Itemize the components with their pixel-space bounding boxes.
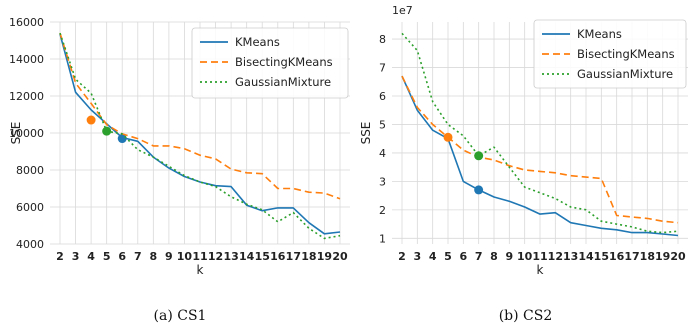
x-tick-label: 15 [255,250,270,263]
x-tick-label: 18 [640,250,655,263]
y-tick-label: 8 [379,33,386,46]
x-tick-label: 3 [72,250,80,263]
x-tick-label: 20 [332,250,348,263]
x-tick-label: 5 [103,250,111,263]
series-marker-bisectingkmeans [86,115,96,125]
x-tick-label: 11 [192,250,207,263]
x-tick-label: 14 [239,250,255,263]
caption-cs1: (a) CS1 [153,308,207,324]
x-tick-label: 11 [532,250,547,263]
x-tick-label: 9 [506,250,514,263]
caption-cs2: (b) CS2 [498,308,553,324]
legend-label-bisectingkmeans: BisectingKMeans [577,47,675,61]
series-marker-bisectingkmeans [443,132,453,142]
x-tick-label: 4 [429,250,437,263]
x-tick-label: 10 [177,250,193,263]
x-tick-label: 16 [609,250,625,263]
y-tick-label: 7 [379,62,386,75]
x-tick-label: 5 [444,250,452,263]
x-tick-label: 17 [624,250,639,263]
y-tick-label: 8000 [16,164,44,177]
x-tick-label: 2 [56,250,64,263]
x-tick-label: 19 [655,250,670,263]
x-tick-label: 7 [134,250,142,263]
x-tick-label: 4 [87,250,95,263]
x-tick-label: 13 [223,250,238,263]
x-tick-label: 12 [548,250,563,263]
chart-cs1: 4000 6000 8000 10000 12000 14000 16000 2 3 4 5 6 7 8 9… [9,16,350,277]
x-tick-label: 13 [563,250,578,263]
series-marker-kmeans [117,134,127,144]
y-axis-label: SSE [359,122,373,145]
x-tick-label: 19 [317,250,332,263]
x-tick-label: 2 [398,250,406,263]
y-tick-label: 3 [379,175,386,188]
series-marker-gaussianmixture [102,126,112,136]
x-tick-label: 17 [286,250,301,263]
y-axis-label: SSE [9,122,23,145]
series-marker-gaussianmixture [474,151,484,161]
legend-label-bisectingkmeans: BisectingKMeans [235,55,333,69]
legend-label-kmeans: KMeans [235,35,280,49]
legend-box [533,19,687,89]
y-tick-label: 6000 [16,201,44,214]
x-axis-label: k [197,263,204,277]
y-tick-label: 10000 [9,127,44,140]
series-marker-kmeans [474,185,484,195]
x-tick-label: 16 [270,250,286,263]
x-tick-label: 8 [490,250,498,263]
x-tick-label: 6 [118,250,126,263]
y-tick-label: 1 [379,232,386,245]
axis-multiplier-label: 1e7 [392,4,413,17]
x-tick-label: 14 [578,250,594,263]
x-tick-label: 7 [475,250,483,263]
legend-label-gaussianmixture: GaussianMixture [577,67,673,81]
x-tick-label: 10 [517,250,533,263]
y-tick-label: 4000 [16,238,44,251]
y-tick-label: 12000 [9,90,44,103]
legend-label-kmeans: KMeans [577,27,622,41]
x-tick-label: 18 [301,250,316,263]
x-tick-label: 3 [414,250,422,263]
x-tick-label: 6 [460,250,468,263]
y-tick-label: 14000 [9,53,44,66]
y-tick-label: 4 [379,147,386,160]
y-tick-label: 2 [379,204,386,217]
x-tick-label: 8 [150,250,158,263]
x-tick-label: 12 [208,250,223,263]
x-axis-label: k [537,263,544,277]
y-tick-label: 5 [379,118,386,131]
x-tick-label: 15 [594,250,609,263]
legend-label-gaussianmixture: GaussianMixture [235,75,331,89]
y-tick-label: 16000 [9,16,44,29]
x-tick-label: 9 [165,250,173,263]
legend-box [191,27,349,99]
x-tick-label: 20 [670,250,686,263]
y-tick-label: 6 [379,90,386,103]
series-line-bisectingkmeans [59,32,341,200]
